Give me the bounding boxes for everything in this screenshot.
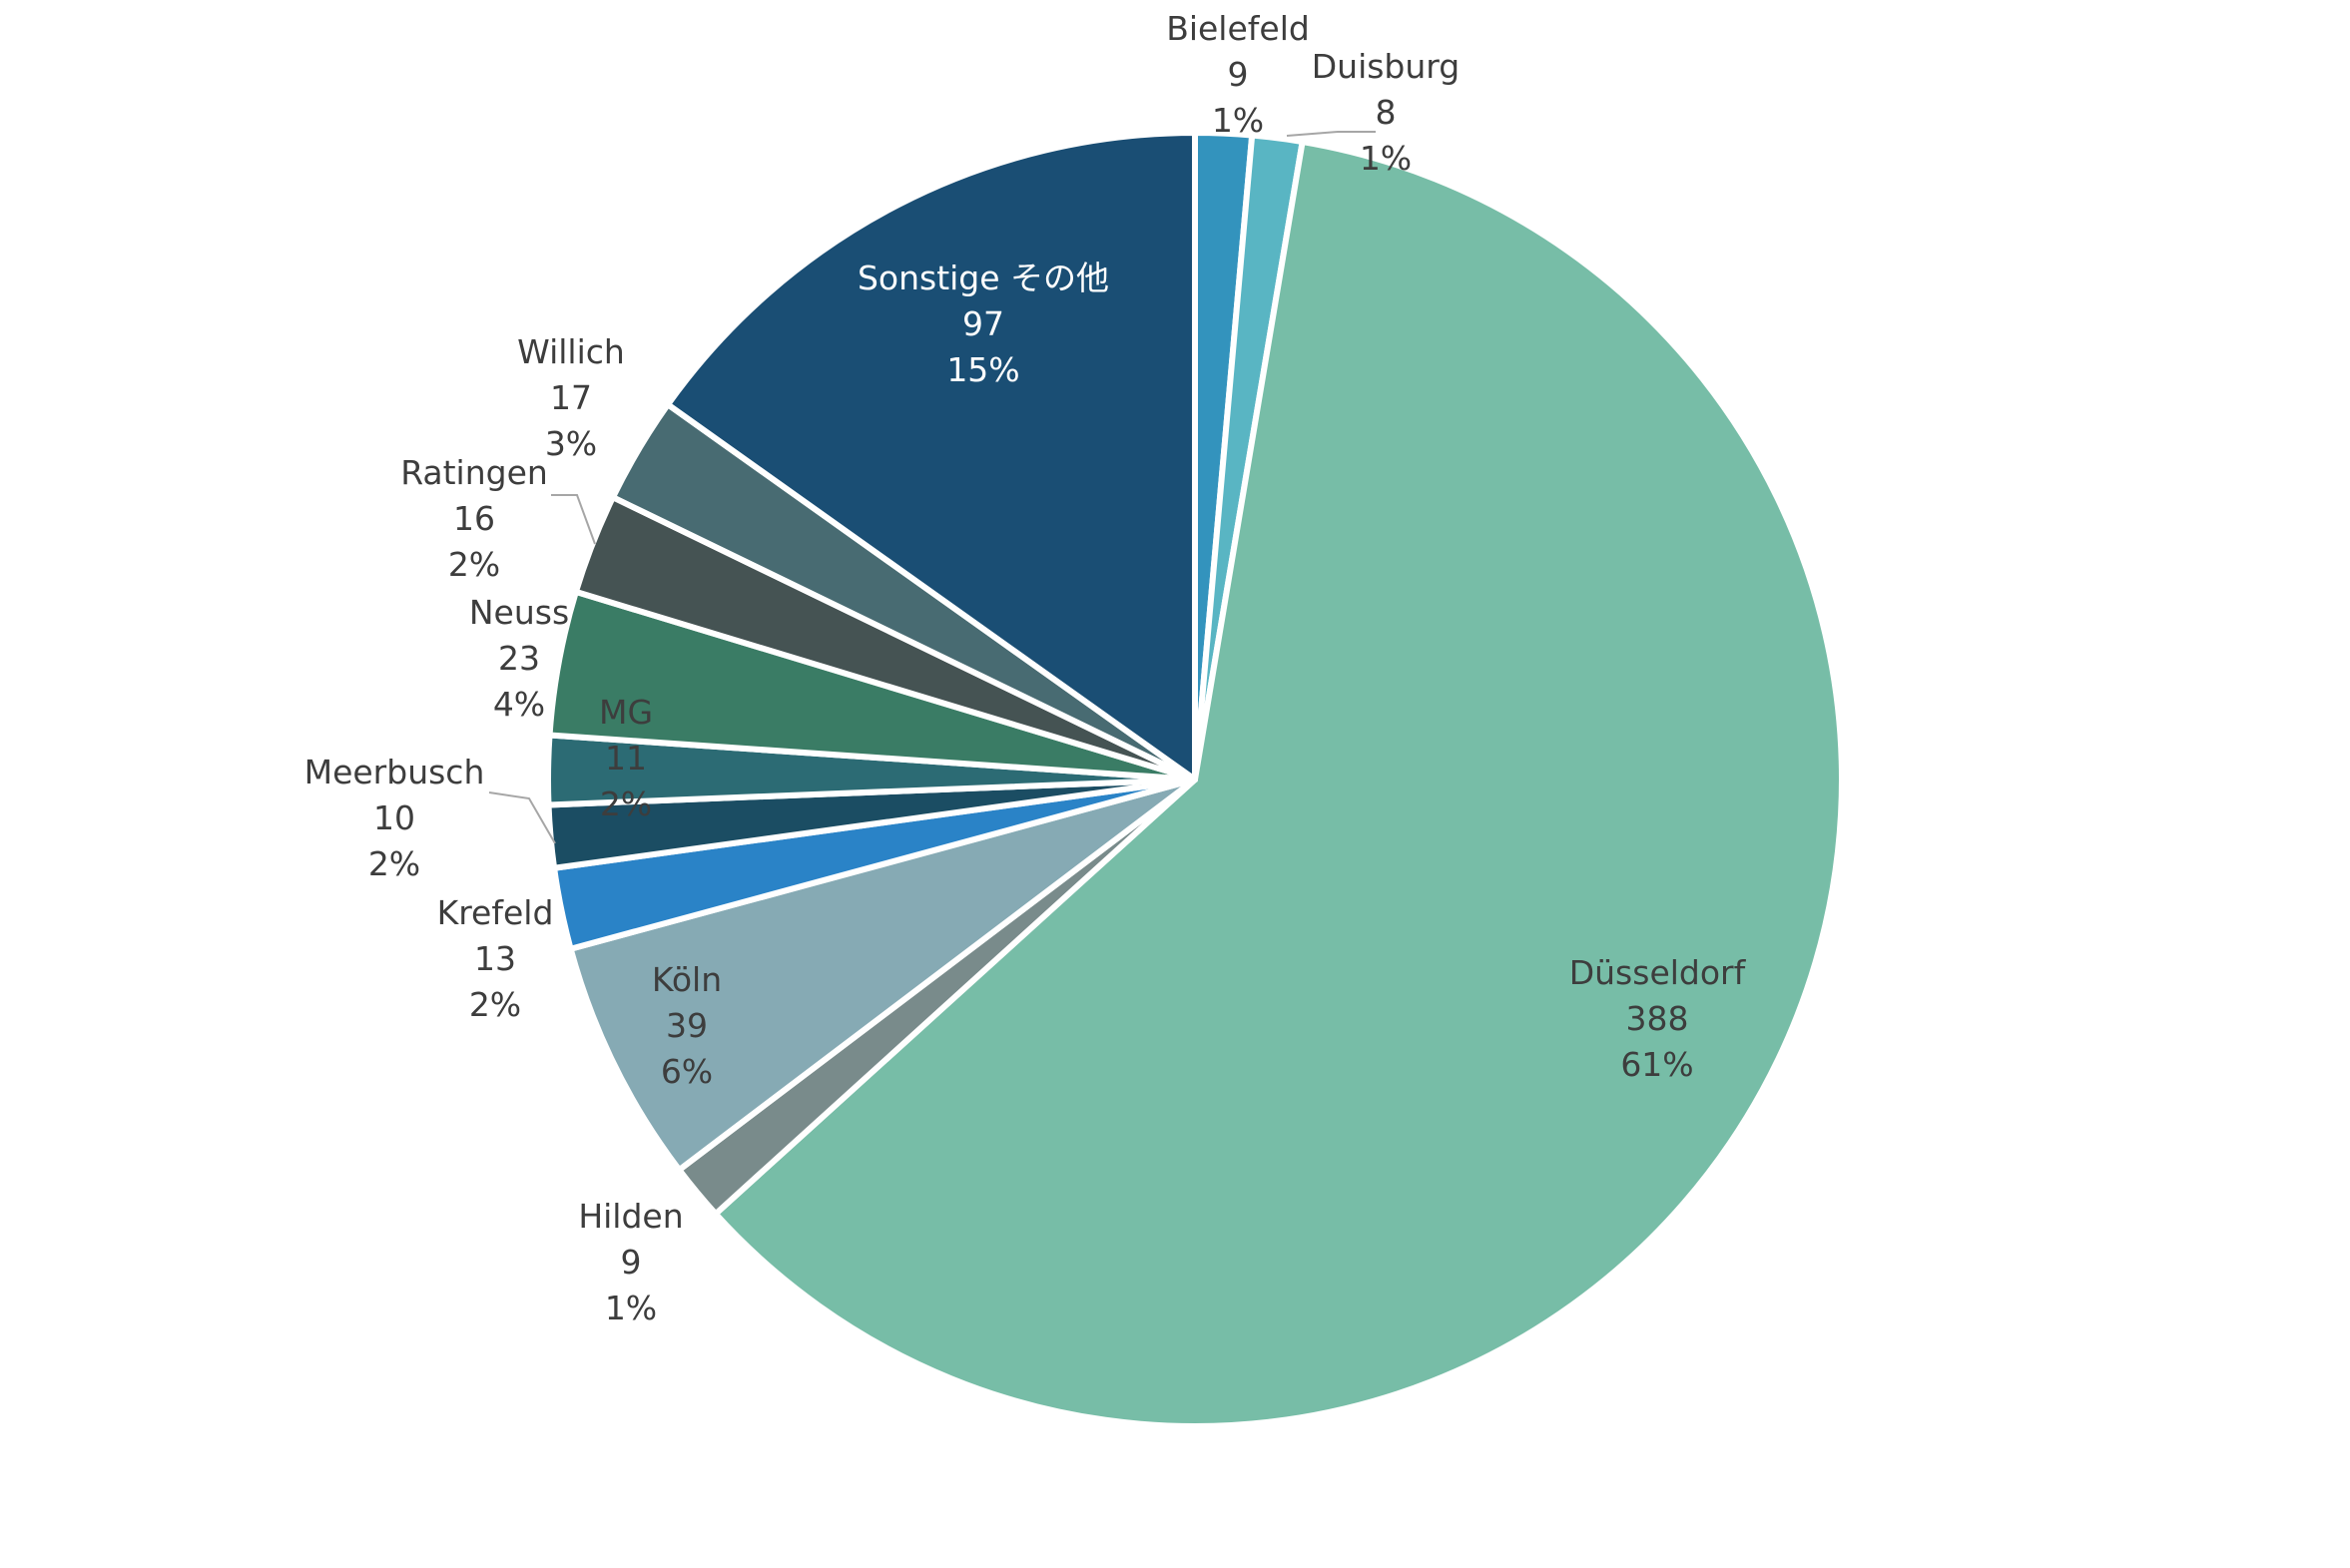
data-label-name-sonstige: Sonstige その他 xyxy=(858,259,1109,297)
data-label-value-ratingen: 16 xyxy=(453,499,495,538)
data-label-value-krefeld: 13 xyxy=(474,939,516,978)
data-label-percent-duisburg: 1% xyxy=(1360,139,1412,178)
pie-slice-düsseldorf xyxy=(712,139,1845,1429)
data-label-percent-düsseldorf: 61% xyxy=(1620,1045,1693,1084)
data-label-value-willich: 17 xyxy=(550,378,592,417)
data-label-percent-willich: 3% xyxy=(545,424,597,463)
leader-line-duisburg xyxy=(1286,131,1376,137)
data-label-percent-krefeld: 2% xyxy=(469,985,521,1024)
data-label-name-köln: Köln xyxy=(652,960,722,999)
data-label-value-hilden: 9 xyxy=(621,1243,642,1282)
data-label-name-hilden: Hilden xyxy=(578,1197,683,1236)
slices-layer xyxy=(545,130,1845,1429)
data-label-value-mg: 11 xyxy=(605,739,647,778)
data-label-percent-ratingen: 2% xyxy=(448,545,500,584)
data-label-percent-meerbusch: 2% xyxy=(368,844,420,883)
data-label-percent-köln: 6% xyxy=(661,1052,713,1091)
data-label-value-meerbusch: 10 xyxy=(373,798,415,837)
data-label-value-duisburg: 8 xyxy=(1376,93,1397,132)
data-label-percent-neuss: 4% xyxy=(493,685,545,724)
data-label-name-krefeld: Krefeld xyxy=(437,893,554,932)
labels-layer: Bielefeld 9 1% Duisburg 8 1% Düsseldorf 388 61% H… xyxy=(304,9,1747,1327)
leader-line-meerbusch xyxy=(488,791,556,844)
data-label-value-köln: 39 xyxy=(666,1006,708,1045)
data-label-value-bielefeld: 9 xyxy=(1228,55,1249,94)
data-label-percent-sonstige: 15% xyxy=(946,350,1019,389)
data-label-name-ratingen: Ratingen xyxy=(400,453,548,492)
data-label-name-neuss: Neuss xyxy=(469,593,569,632)
data-label-percent-hilden: 1% xyxy=(605,1289,657,1327)
data-label-percent-mg: 2% xyxy=(600,784,652,823)
data-label-percent-bielefeld: 1% xyxy=(1212,101,1264,140)
data-label-name-bielefeld: Bielefeld xyxy=(1166,9,1310,48)
data-label-value-sonstige: 97 xyxy=(962,304,1004,343)
pie-slice-köln xyxy=(567,777,1198,1174)
data-label-name-duisburg: Duisburg xyxy=(1312,47,1460,86)
data-label-value-neuss: 23 xyxy=(498,639,540,678)
leader-line-ratingen xyxy=(551,494,596,545)
pie-slice-sonstige xyxy=(665,130,1198,783)
data-label-name-willich: Willich xyxy=(517,332,625,371)
data-label-name-mg: MG xyxy=(599,693,653,732)
data-label-value-düsseldorf: 388 xyxy=(1626,999,1689,1038)
leader-lines-layer xyxy=(488,131,1376,844)
data-label-name-meerbusch: Meerbusch xyxy=(304,753,485,791)
data-label-name-düsseldorf: Düsseldorf xyxy=(1569,953,1747,992)
